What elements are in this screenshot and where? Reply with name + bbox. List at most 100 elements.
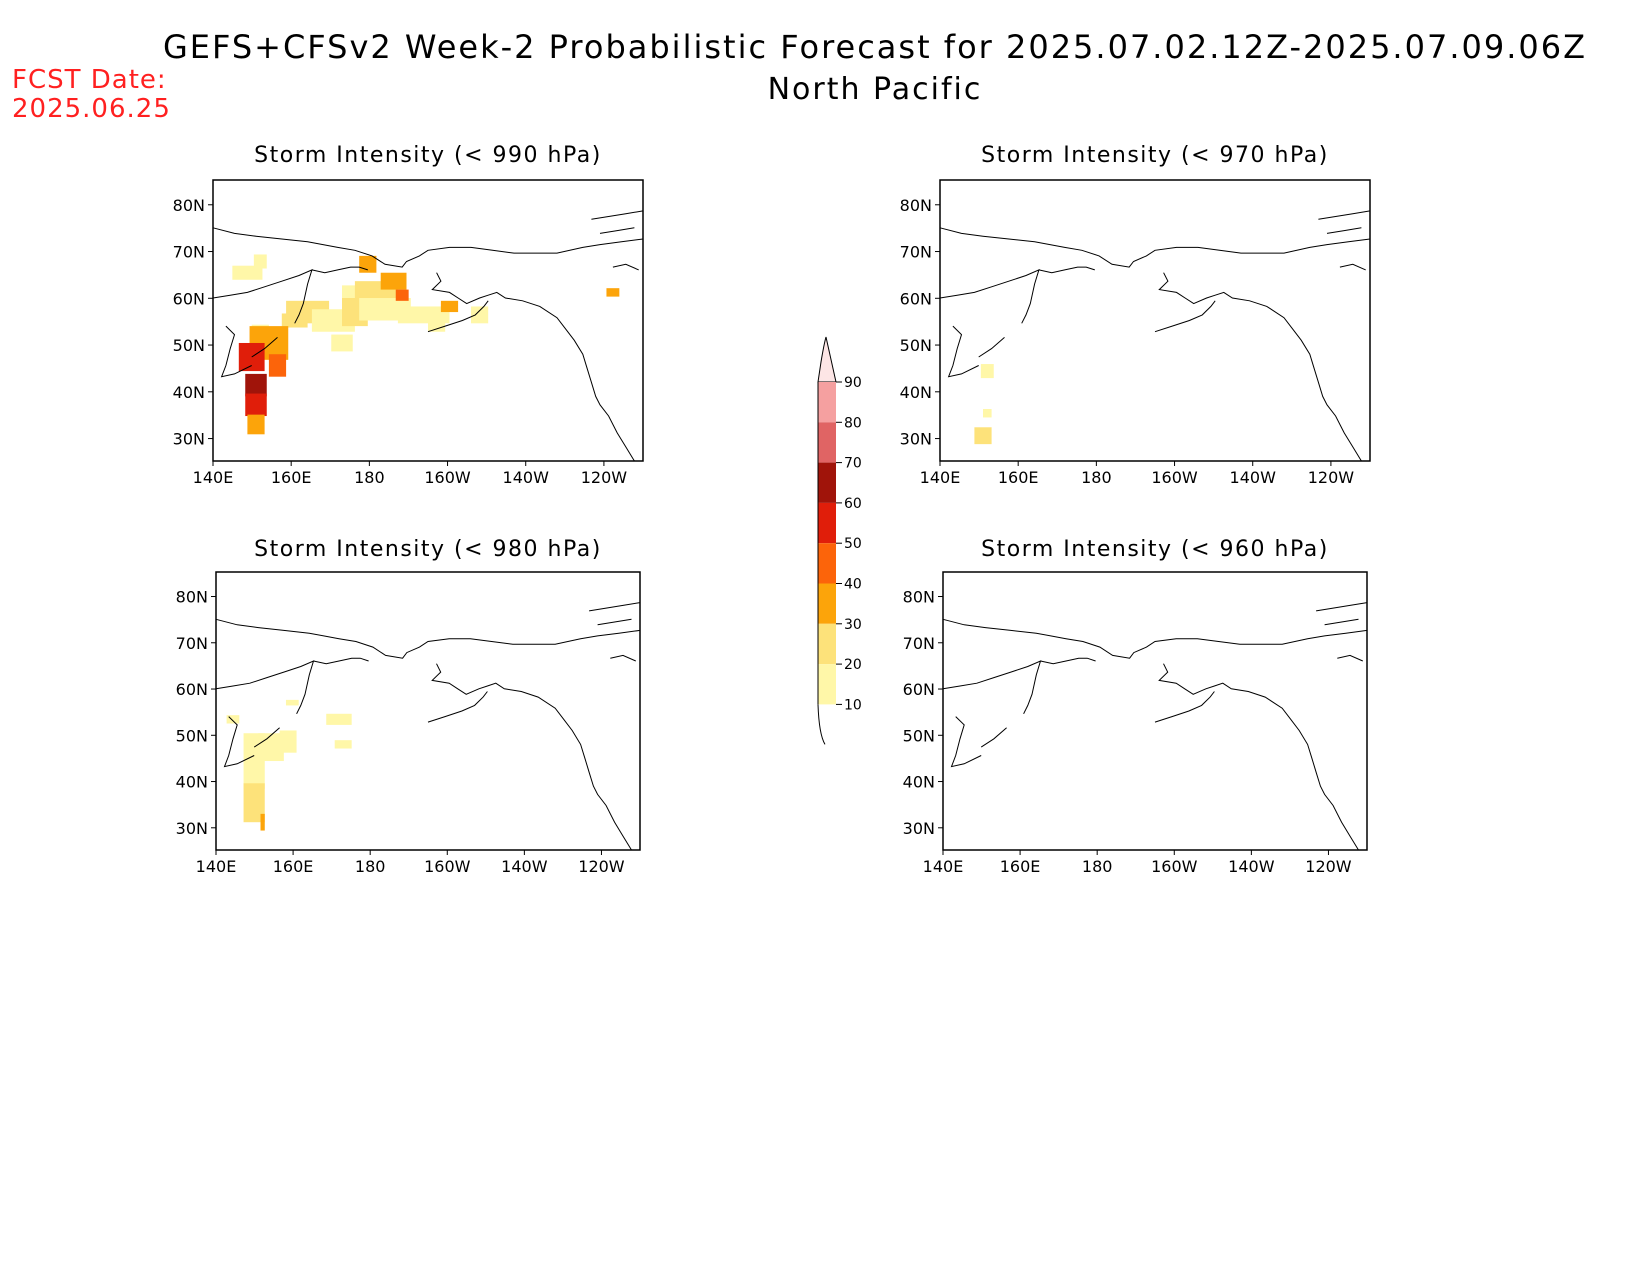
panel-title-990: Storm Intensity (< 990 hPa)	[254, 143, 602, 168]
coastline	[313, 657, 369, 665]
lon-tick-label: 180	[354, 468, 385, 487]
lat-tick-label: 70N	[176, 634, 208, 653]
coastline	[599, 227, 635, 234]
probability-cell	[397, 306, 450, 324]
lon-tick-label: 140E	[920, 468, 961, 487]
lon-tick-label: 160E	[273, 857, 314, 876]
coastline	[215, 660, 315, 715]
coastline	[427, 691, 488, 723]
probability-cell	[980, 364, 994, 379]
lat-tick-label: 40N	[900, 383, 932, 402]
probability-cell	[238, 342, 265, 372]
probability-cell	[334, 740, 352, 749]
lon-tick-label: 140W	[1228, 857, 1275, 876]
lat-tick-label: 50N	[176, 726, 208, 745]
lat-tick-label: 60N	[173, 289, 205, 308]
coastline	[610, 654, 637, 662]
probability-cell	[226, 715, 240, 724]
coastline	[980, 727, 1007, 748]
probability-cell	[380, 272, 407, 290]
lon-tick-label: 140E	[193, 468, 234, 487]
forecast-date-value: 2025.06.25	[12, 94, 171, 124]
probability-cell	[243, 783, 265, 823]
probability-cell	[606, 288, 620, 297]
probability-cell	[247, 414, 265, 435]
lon-tick-label: 160W	[424, 468, 471, 487]
coastline	[220, 325, 252, 378]
colorbar-bin	[818, 543, 836, 584]
map-frame	[942, 571, 1368, 851]
lon-tick-label: 140E	[923, 857, 964, 876]
colorbar-bin	[818, 382, 836, 423]
lat-tick-label: 30N	[176, 819, 208, 838]
coastline	[1040, 657, 1096, 665]
lon-tick-label: 140W	[501, 857, 548, 876]
map-frame	[939, 179, 1371, 462]
coastline	[431, 272, 635, 462]
forecast-date-label: FCST Date:	[12, 65, 167, 95]
coastline	[427, 300, 489, 333]
probability-cell	[245, 393, 267, 417]
colorbar-bin	[818, 462, 836, 503]
colorbar-label: 10	[844, 697, 862, 713]
coastline	[1154, 691, 1215, 723]
coastline	[939, 227, 1371, 268]
colorbar-label: 80	[844, 415, 862, 431]
colorbar-top-cap	[817, 336, 837, 383]
lat-tick-label: 50N	[900, 336, 932, 355]
lon-tick-label: 180	[355, 857, 386, 876]
coastline	[1318, 210, 1371, 220]
coastline	[978, 337, 1005, 358]
lon-tick-label: 140W	[1230, 468, 1277, 487]
map-frame	[212, 179, 644, 462]
colorbar-label: 60	[844, 496, 862, 512]
coastline	[942, 660, 1042, 715]
lon-tick-label: 140E	[196, 857, 237, 876]
lat-tick-label: 70N	[900, 243, 932, 262]
main-title: GEFS+CFSv2 Week-2 Probabilistic Forecast…	[162, 28, 1588, 66]
forecast-date-block: FCST Date: 2025.06.25	[12, 66, 171, 124]
panel-title-970: Storm Intensity (< 970 hPa)	[981, 143, 1329, 168]
colorbar-label: 30	[844, 617, 862, 633]
colorbar-bin	[818, 623, 836, 665]
probability-cell	[440, 300, 459, 313]
colorbar-label: 90	[844, 375, 862, 391]
lon-tick-label: 120W	[1308, 468, 1355, 487]
coastline	[311, 266, 368, 274]
lat-tick-label: 30N	[900, 430, 932, 449]
lon-tick-label: 160E	[1000, 857, 1041, 876]
coastline	[1316, 602, 1368, 612]
coastline	[1158, 663, 1359, 851]
lat-tick-label: 70N	[173, 243, 205, 262]
colorbar: 90 80 70 60 50 40 30 20 10	[817, 336, 862, 745]
coastline	[1038, 266, 1095, 274]
map-panel-970: 80N 70N 60N 50N 40N 30N 140E 160E 180 160W 140W 120…	[900, 179, 1371, 487]
probability-cell	[285, 699, 299, 706]
lon-tick-label: 140W	[503, 468, 550, 487]
lat-tick-label: 60N	[903, 680, 935, 699]
lat-tick-label: 80N	[176, 588, 208, 607]
coastline	[215, 618, 641, 659]
coastline	[939, 269, 1040, 324]
coastline	[251, 337, 278, 358]
probability-cell	[326, 713, 352, 725]
map-frame	[215, 571, 641, 851]
colorbar-label: 50	[844, 536, 862, 552]
coastline	[431, 663, 632, 851]
probability-cell	[428, 320, 446, 332]
coastline	[950, 716, 982, 768]
lat-tick-label: 40N	[903, 773, 935, 792]
lon-tick-label: 120W	[578, 857, 625, 876]
lon-tick-label: 120W	[1305, 857, 1352, 876]
lat-tick-label: 30N	[173, 430, 205, 449]
lat-tick-label: 60N	[176, 680, 208, 699]
lon-tick-label: 160W	[1151, 857, 1198, 876]
lon-tick-label: 160W	[424, 857, 471, 876]
lon-tick-label: 120W	[581, 468, 628, 487]
lat-tick-label: 40N	[173, 383, 205, 402]
probability-cell	[279, 730, 297, 753]
coastline	[212, 269, 313, 324]
map-panel-990: 80N 70N 60N 50N 40N 30N 140E 160E 180 160W 140W 120…	[173, 179, 644, 487]
coastline	[1324, 618, 1359, 626]
